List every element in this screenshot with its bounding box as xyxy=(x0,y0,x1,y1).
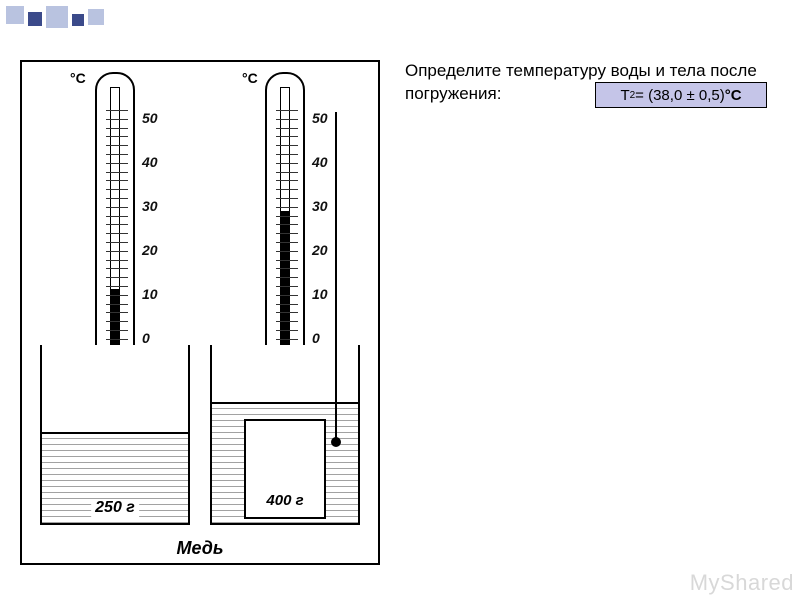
watermark: MyShared xyxy=(690,570,794,596)
instrument-left: 5040302010010 250 г xyxy=(30,72,200,553)
scale-tick-label: 20 xyxy=(142,242,158,258)
scale-tick-label: 0 xyxy=(142,330,150,346)
scale-tick-label: 50 xyxy=(312,110,328,126)
answer-value: = (38,0 ± 0,5) xyxy=(635,87,725,104)
beaker-right: 400 г xyxy=(210,345,360,525)
scale-tick-label: 0 xyxy=(312,330,320,346)
copper-block-mass: 400 г xyxy=(266,492,303,509)
beaker-left: 250 г xyxy=(40,345,190,525)
answer-variable: Т xyxy=(620,87,629,104)
material-label: Медь xyxy=(176,538,223,559)
scale-tick-label: 40 xyxy=(312,154,328,170)
instrument-right: 5040302010010 400 г xyxy=(200,72,370,553)
scale-tick-label: 10 xyxy=(142,286,158,302)
scale-tick-label: 20 xyxy=(312,242,328,258)
beaker-left-mass: 250 г xyxy=(91,499,139,517)
answer-unit: °С xyxy=(725,87,742,104)
scale-tick-label: 40 xyxy=(142,154,158,170)
suspension-cord xyxy=(335,112,337,441)
thermometer-diagram: °С °С 5040302010010 250 г 5040302010010 xyxy=(20,60,380,565)
scale-tick-label: 50 xyxy=(142,110,158,126)
scale-tick-label: 10 xyxy=(312,286,328,302)
scale-tick-label: 30 xyxy=(142,198,158,214)
copper-block: 400 г xyxy=(244,419,326,519)
scale-tick-label: 30 xyxy=(312,198,328,214)
answer-value-box: Т2 = (38,0 ± 0,5) °С xyxy=(595,82,767,108)
decorative-squares xyxy=(0,0,110,34)
